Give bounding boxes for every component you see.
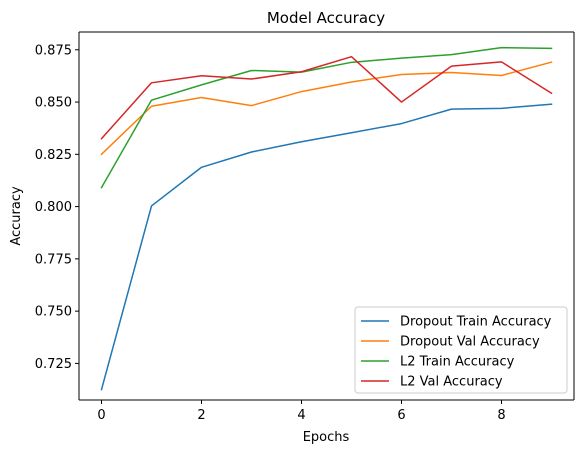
series-line-1 — [100, 61, 553, 156]
y-tick-label: 0.725 — [35, 357, 72, 372]
x-tick-label: 8 — [497, 408, 505, 423]
legend-items: Dropout Train Accuracy Dropout Val Accura… — [361, 315, 552, 390]
y-axis-label: Accuracy — [9, 186, 24, 246]
y-tick-label: 0.825 — [35, 148, 72, 163]
y-tick-label: 0.800 — [35, 200, 72, 215]
series-line-0 — [100, 103, 553, 391]
legend-label-2: L2 Train Accuracy — [400, 355, 515, 370]
legend-label-1: Dropout Val Accuracy — [400, 335, 540, 350]
legend-label-0: Dropout Train Accuracy — [400, 315, 552, 330]
x-tick-label: 6 — [397, 408, 405, 423]
y-ticks: 0.725 0.750 0.775 0.800 0.825 0.850 0.875 — [35, 43, 79, 372]
x-ticks: 0 2 4 6 8 — [97, 400, 506, 423]
series-line-3 — [100, 55, 553, 140]
series-layer — [100, 46, 553, 391]
axes-layer — [78, 31, 575, 401]
x-tick-label: 2 — [197, 408, 205, 423]
x-axis-label: Epochs — [303, 430, 350, 445]
legend-box — [354, 306, 568, 394]
legend: Dropout Train Accuracy Dropout Val Accura… — [354, 306, 568, 394]
series-line-2 — [100, 46, 553, 189]
x-tick-label: 4 — [297, 408, 305, 423]
y-tick-label: 0.775 — [35, 252, 72, 267]
chart-title: Model Accuracy — [267, 9, 385, 27]
y-tick-label: 0.750 — [35, 305, 72, 320]
y-tick-label: 0.875 — [35, 43, 72, 58]
legend-label-3: L2 Val Accuracy — [400, 375, 503, 390]
y-tick-label: 0.850 — [35, 96, 72, 111]
x-tick-label: 0 — [97, 408, 105, 423]
